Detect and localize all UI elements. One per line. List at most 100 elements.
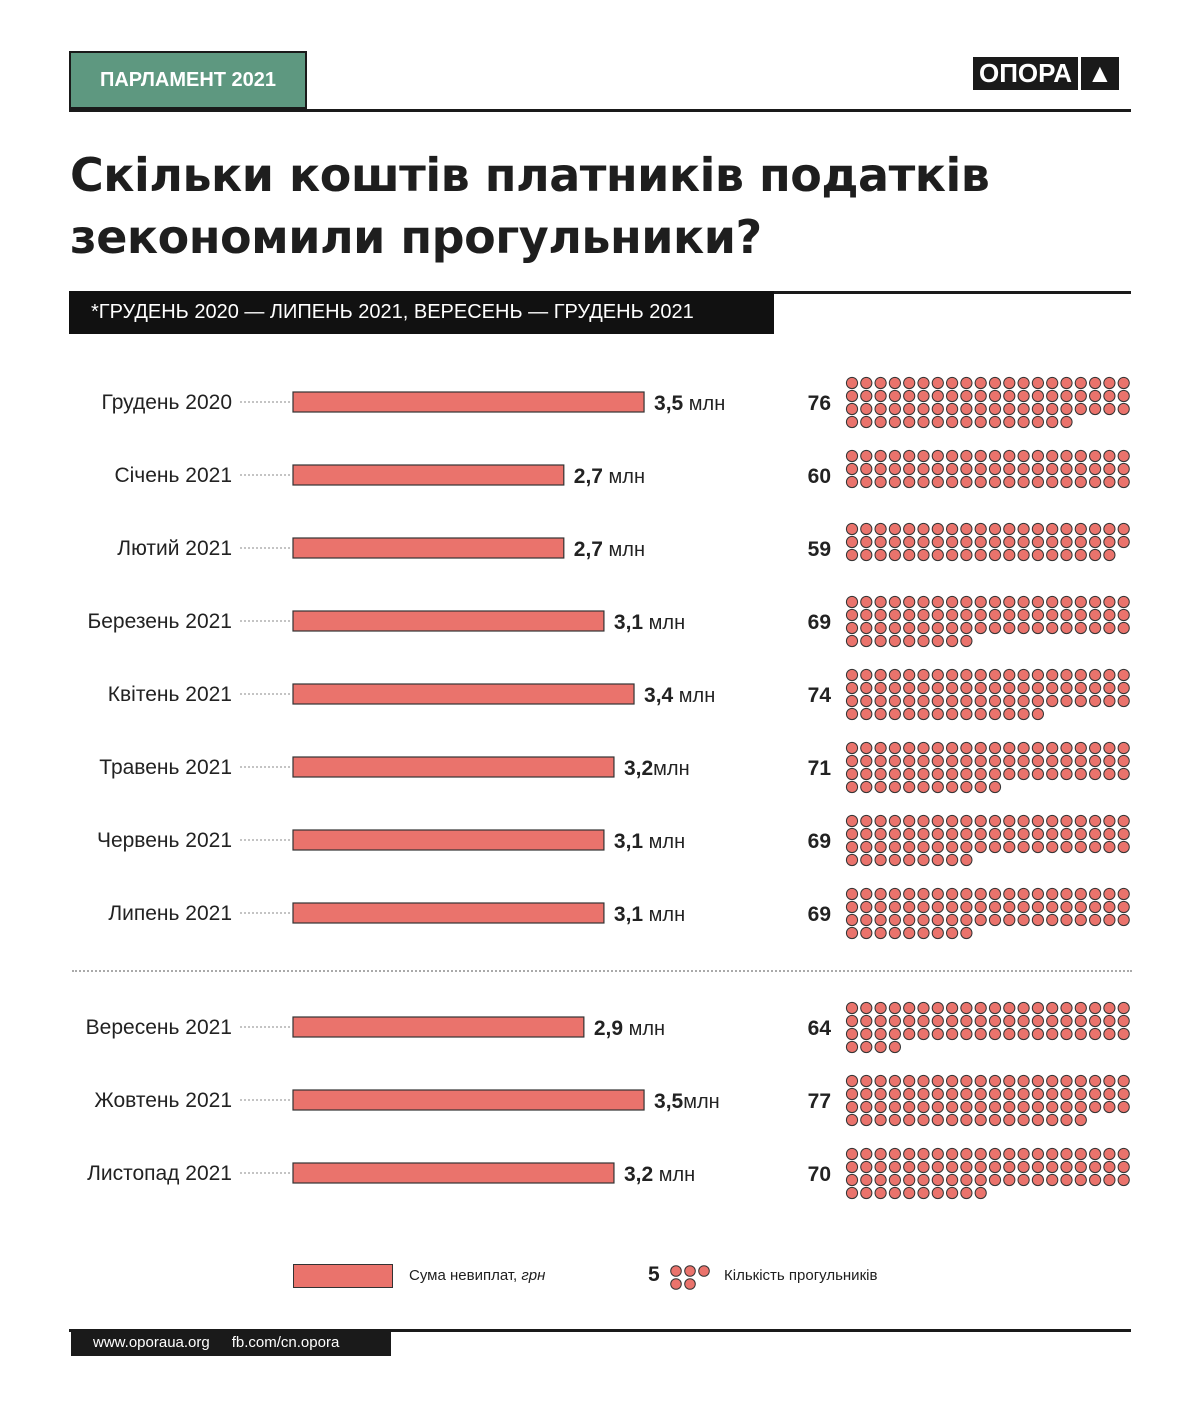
count-dot bbox=[1031, 1160, 1045, 1174]
count-dot bbox=[874, 926, 887, 940]
count-dot bbox=[860, 840, 873, 854]
count-dot bbox=[860, 608, 873, 622]
count-dot bbox=[931, 1100, 944, 1114]
count-dot bbox=[1103, 522, 1116, 536]
count-dot bbox=[860, 694, 873, 708]
count-dot bbox=[1017, 462, 1030, 476]
count-label: 71 bbox=[808, 757, 832, 780]
count-dot bbox=[1103, 741, 1116, 755]
count-dot bbox=[931, 707, 944, 721]
count-dot bbox=[860, 634, 873, 648]
count-dot bbox=[1117, 1100, 1130, 1114]
count-dot bbox=[845, 608, 859, 622]
count-dot bbox=[1031, 475, 1045, 489]
count-dot bbox=[917, 376, 930, 390]
bar bbox=[292, 683, 635, 705]
count-dot bbox=[860, 814, 873, 828]
count-dot bbox=[1060, 415, 1073, 429]
logo-triangle-icon: ▲ bbox=[1080, 57, 1119, 90]
count-dot bbox=[1046, 1014, 1059, 1028]
count-dot bbox=[1046, 887, 1059, 901]
count-dot bbox=[988, 548, 1002, 562]
count-dot bbox=[1046, 376, 1059, 390]
category-label: Жовтень 2021 bbox=[94, 1089, 232, 1112]
count-dot bbox=[946, 449, 959, 463]
count-dot bbox=[860, 853, 873, 867]
bar-value-label: 3,5 млн bbox=[654, 392, 725, 415]
count-dot bbox=[860, 668, 873, 682]
count-dot bbox=[917, 449, 930, 463]
site-link[interactable]: www.oporaua.org bbox=[93, 1334, 210, 1351]
count-dot bbox=[946, 1014, 959, 1028]
count-dot bbox=[917, 1147, 930, 1161]
count-dot bbox=[845, 1113, 859, 1127]
count-dot bbox=[960, 1113, 973, 1127]
count-dot bbox=[960, 1014, 973, 1028]
count-dot bbox=[1046, 900, 1059, 914]
count-dot bbox=[1003, 1147, 1016, 1161]
count-dot bbox=[1074, 402, 1087, 416]
count-dot bbox=[946, 926, 959, 940]
count-dot bbox=[1089, 913, 1102, 927]
facebook-link[interactable]: fb.com/cn.opora bbox=[231, 1334, 340, 1351]
count-dot bbox=[1003, 887, 1016, 901]
count-dot bbox=[874, 913, 887, 927]
count-dot bbox=[1074, 449, 1087, 463]
count-dot bbox=[1031, 376, 1045, 390]
count-dot bbox=[917, 548, 930, 562]
count-dot bbox=[874, 1001, 887, 1015]
count-dot bbox=[974, 1014, 987, 1028]
bar bbox=[292, 902, 605, 924]
count-dot bbox=[1003, 475, 1016, 489]
count-dot bbox=[974, 1173, 987, 1187]
count-dot bbox=[888, 376, 902, 390]
count-dot bbox=[931, 814, 944, 828]
count-dot bbox=[988, 741, 1002, 755]
count-dot bbox=[903, 1027, 916, 1041]
count-dot bbox=[1117, 840, 1130, 854]
legend-dot bbox=[698, 1265, 710, 1277]
count-dot bbox=[903, 1001, 916, 1015]
category-label: Липень 2021 bbox=[108, 902, 232, 925]
count-dot bbox=[1103, 462, 1116, 476]
count-dot bbox=[1060, 376, 1073, 390]
count-dot bbox=[1089, 887, 1102, 901]
count-dot bbox=[1089, 1173, 1102, 1187]
count-dot bbox=[1074, 621, 1087, 635]
count-dot bbox=[1017, 1014, 1030, 1028]
count-dot bbox=[960, 840, 973, 854]
count-dot bbox=[917, 887, 930, 901]
count-dot bbox=[1103, 376, 1116, 390]
count-dot bbox=[988, 535, 1002, 549]
count-dot bbox=[1017, 694, 1030, 708]
count-dot bbox=[1046, 1001, 1059, 1015]
count-dot bbox=[974, 608, 987, 622]
count-dot bbox=[1031, 913, 1045, 927]
count-dot bbox=[1003, 1027, 1016, 1041]
count-dot bbox=[974, 780, 987, 794]
count-dot bbox=[974, 827, 987, 841]
count-dot bbox=[874, 621, 887, 635]
count-dot bbox=[1046, 1074, 1059, 1088]
count-dot bbox=[974, 522, 987, 536]
count-dot bbox=[1031, 1074, 1045, 1088]
count-dot bbox=[960, 1001, 973, 1015]
count-dot bbox=[874, 1173, 887, 1187]
count-dot bbox=[1046, 1027, 1059, 1041]
count-dot bbox=[845, 415, 859, 429]
count-dot bbox=[845, 1074, 859, 1088]
count-dot bbox=[1089, 402, 1102, 416]
bar-value-label: 3,2 млн bbox=[624, 1163, 695, 1186]
count-dot bbox=[860, 415, 873, 429]
count-dot bbox=[1103, 767, 1116, 781]
count-dot bbox=[888, 707, 902, 721]
count-dot bbox=[1046, 475, 1059, 489]
count-dot bbox=[1089, 900, 1102, 914]
count-dot bbox=[1031, 595, 1045, 609]
count-dot bbox=[1031, 681, 1045, 695]
count-dot bbox=[874, 754, 887, 768]
count-dot bbox=[974, 840, 987, 854]
count-dot bbox=[917, 840, 930, 854]
count-dot bbox=[860, 707, 873, 721]
count-dot bbox=[860, 449, 873, 463]
